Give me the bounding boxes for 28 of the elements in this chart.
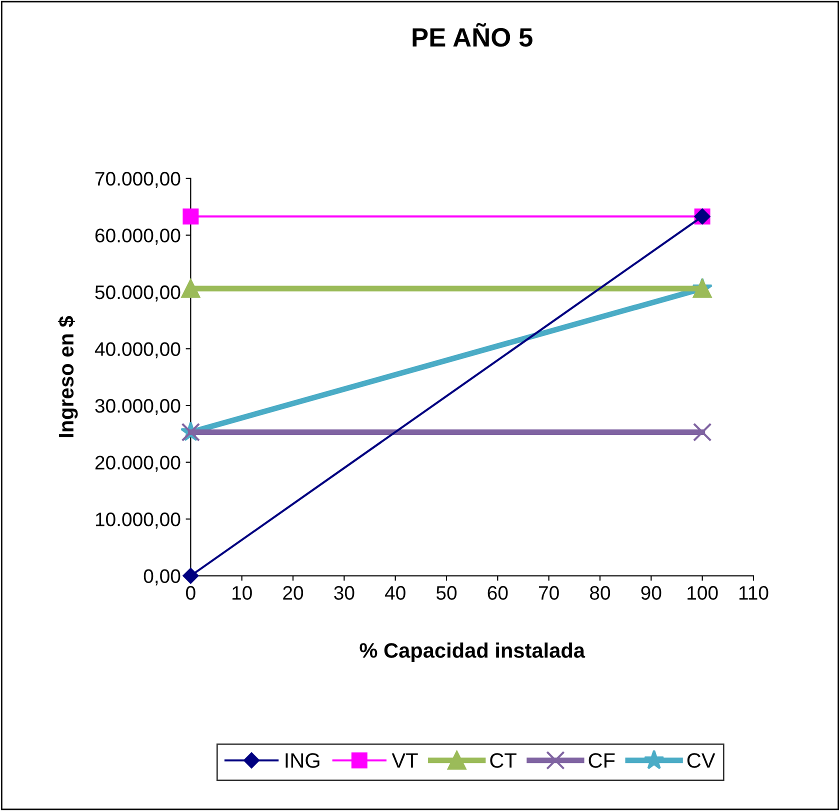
x-tick-label: 100 <box>688 586 718 600</box>
legend-label: CF <box>588 753 615 768</box>
y-tick-label: 60.000,00 <box>95 228 180 245</box>
x-tick-label: 50 <box>436 586 457 600</box>
x-axis-title: % Capacidad instalada <box>360 642 586 662</box>
y-tick-label: 30.000,00 <box>95 398 180 416</box>
x-tick-label: 10 <box>232 586 252 600</box>
x-tick-label: 40 <box>384 586 406 600</box>
x-tick-label: 0 <box>186 586 196 600</box>
x-tick-label: 90 <box>641 586 662 600</box>
legend-label: VT <box>392 753 418 768</box>
y-tick-label: 50.000,00 <box>95 285 180 302</box>
y-axis-title: Ingreso en $ <box>58 316 78 438</box>
x-tick-label: 70 <box>539 586 559 600</box>
y-tick-label: 0,00 <box>144 569 180 586</box>
x-tick-label: 60 <box>488 586 508 600</box>
legend-label: CT <box>490 753 516 768</box>
legend-label: ING <box>286 753 320 768</box>
x-tick-label: 80 <box>590 586 610 600</box>
x-tick-label: 110 <box>739 586 768 600</box>
y-tick-label: 10.000,00 <box>96 512 180 529</box>
y-tick-label: 40.000,00 <box>94 342 180 358</box>
y-tick-label: 70.000,00 <box>95 172 180 188</box>
chart-title: PE AÑO 5 <box>412 22 532 47</box>
x-tick-label: 20 <box>283 586 304 600</box>
y-tick-label: 20.000,00 <box>95 456 180 472</box>
legend-label: CV <box>687 753 716 768</box>
x-tick-label: 30 <box>334 586 354 600</box>
